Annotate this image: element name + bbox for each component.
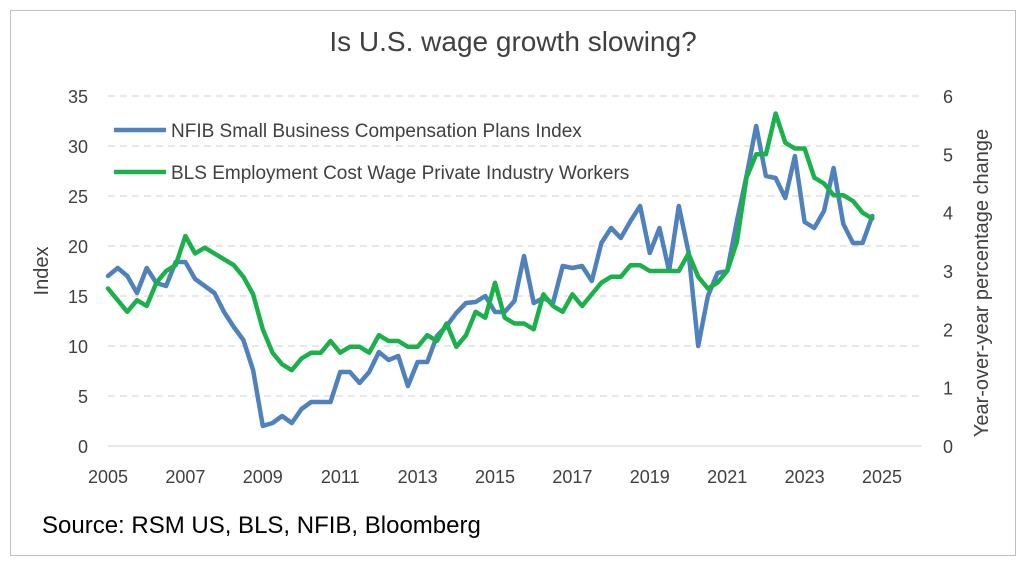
right-tick-label: 0 bbox=[943, 437, 953, 457]
left-tick-label: 20 bbox=[68, 237, 88, 257]
left-axis-ticks: 0 5 10 15 20 25 30 35 bbox=[68, 87, 88, 457]
legend: NFIB Small Business Compensation Plans I… bbox=[114, 121, 629, 184]
legend-label-bls: BLS Employment Cost Wage Private Industr… bbox=[171, 163, 629, 184]
left-tick-label: 5 bbox=[78, 387, 88, 407]
x-tick-label: 2013 bbox=[398, 467, 438, 487]
x-tick-label: 2019 bbox=[630, 467, 670, 487]
left-axis-title: Index bbox=[31, 247, 53, 296]
x-tick-label: 2005 bbox=[88, 467, 128, 487]
right-tick-label: 6 bbox=[943, 87, 953, 107]
x-axis-ticks: 2005 2007 2009 2011 2013 2015 2017 2019 2021 2023… bbox=[88, 467, 902, 487]
x-tick-label: 2007 bbox=[165, 467, 205, 487]
x-tick-label: 2021 bbox=[707, 467, 747, 487]
left-tick-label: 25 bbox=[68, 187, 88, 207]
series-lines bbox=[105, 111, 875, 429]
left-tick-label: 0 bbox=[78, 437, 88, 457]
right-axis-ticks: 0 1 2 3 4 5 6 bbox=[943, 87, 953, 457]
x-tick-label: 2015 bbox=[475, 467, 515, 487]
right-tick-label: 1 bbox=[943, 379, 953, 399]
right-tick-label: 5 bbox=[943, 145, 953, 165]
left-tick-label: 15 bbox=[68, 287, 88, 307]
right-axis-title: Year-over-year percentage change bbox=[971, 129, 993, 437]
left-tick-label: 10 bbox=[68, 337, 88, 357]
legend-label-nfib: NFIB Small Business Compensation Plans I… bbox=[171, 121, 582, 142]
series-line-bls bbox=[105, 111, 875, 373]
x-tick-label: 2025 bbox=[862, 467, 902, 487]
x-tick-label: 2017 bbox=[552, 467, 592, 487]
right-tick-label: 3 bbox=[943, 262, 953, 282]
chart-title: Is U.S. wage growth slowing? bbox=[329, 26, 697, 57]
left-tick-label: 35 bbox=[68, 87, 88, 107]
chart-frame bbox=[10, 10, 1016, 556]
x-tick-label: 2011 bbox=[321, 467, 360, 487]
right-tick-label: 4 bbox=[943, 204, 953, 224]
x-tick-label: 2023 bbox=[785, 467, 825, 487]
left-tick-label: 30 bbox=[68, 137, 88, 157]
right-tick-label: 2 bbox=[943, 320, 953, 340]
source-note: Source: RSM US, BLS, NFIB, Bloomberg bbox=[42, 512, 481, 539]
x-tick-label: 2009 bbox=[243, 467, 283, 487]
